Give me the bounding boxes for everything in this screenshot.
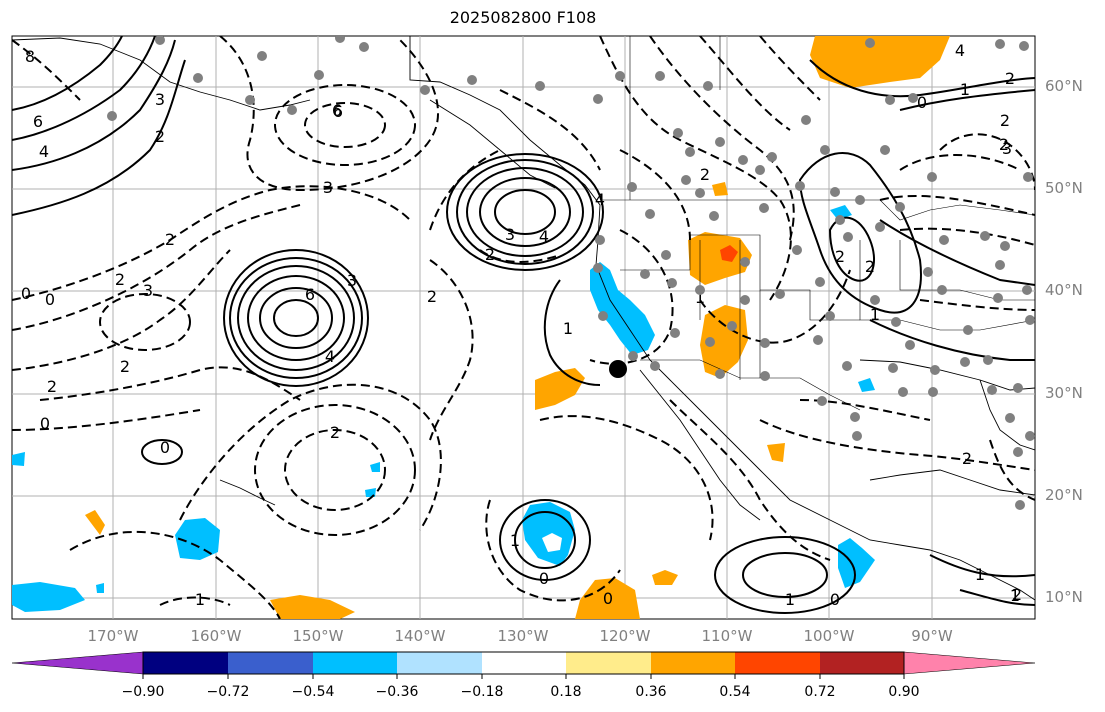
contour-label: 3 bbox=[143, 281, 153, 300]
contour-label: 6 bbox=[333, 102, 343, 121]
contour-label: 2 bbox=[120, 357, 130, 376]
contour-label: 2 bbox=[1005, 69, 1015, 88]
contour-label: 3 bbox=[347, 271, 357, 290]
location-marker bbox=[609, 360, 627, 378]
colorbar-tick-label: 0.90 bbox=[888, 684, 920, 700]
chart-title: 2025082800 F108 bbox=[449, 8, 597, 27]
contour-label: 3 bbox=[505, 225, 515, 244]
contour-label: 1 bbox=[510, 531, 520, 550]
lon-label: 150°W bbox=[292, 627, 344, 645]
contour-label: 2 bbox=[115, 270, 125, 289]
lon-label: 110°W bbox=[701, 627, 753, 645]
contour-label: 6 bbox=[305, 285, 315, 304]
solid-contours bbox=[12, 36, 1035, 614]
contour-label: 0 bbox=[539, 569, 549, 588]
shading-orange bbox=[85, 36, 950, 619]
lat-label: 20°N bbox=[1045, 486, 1083, 504]
contour-label: 4 bbox=[955, 41, 965, 60]
contour-label: 0 bbox=[21, 284, 31, 303]
colorbar-tick-label: 0.54 bbox=[719, 684, 751, 700]
contour-label: 1 bbox=[960, 80, 970, 99]
contour-label: 3 bbox=[155, 90, 165, 109]
shading-white-inner bbox=[542, 533, 562, 552]
contour-label: 2 bbox=[999, 135, 1009, 154]
borders bbox=[600, 36, 1035, 411]
contour-label: 3 bbox=[323, 178, 333, 197]
contour-label: 2 bbox=[47, 377, 57, 396]
contour-label: 1 bbox=[1010, 586, 1020, 605]
contour-label: 4 bbox=[325, 347, 335, 366]
contour-label: 2 bbox=[155, 127, 165, 146]
station-dots bbox=[107, 36, 1035, 510]
contour-label: 0 bbox=[160, 438, 170, 457]
contour-label: 0 bbox=[603, 589, 613, 608]
lon-label: 90°W bbox=[911, 627, 953, 645]
contour-label: 0 bbox=[45, 290, 55, 309]
colorbar-tick-label: 0.36 bbox=[635, 684, 667, 700]
contour-label: 1 bbox=[785, 590, 795, 609]
lat-label: 30°N bbox=[1045, 384, 1083, 402]
contour-label: 0 bbox=[40, 414, 50, 433]
contour-label: 6 bbox=[33, 112, 43, 131]
contour-label: 2 bbox=[485, 245, 495, 264]
contour-label: 3 bbox=[1002, 139, 1012, 158]
contour-label: 4 bbox=[39, 142, 49, 161]
colorbar-tick-label: 0.18 bbox=[550, 684, 582, 700]
lon-label: 130°W bbox=[497, 627, 549, 645]
colorbar-tick-label: −0.18 bbox=[460, 684, 504, 700]
contour-label: 6 bbox=[332, 101, 342, 120]
contour-label: 2 bbox=[962, 449, 972, 468]
contour-label: 1 bbox=[870, 305, 880, 324]
lat-label: 60°N bbox=[1045, 77, 1083, 95]
contour-label: 2 bbox=[835, 247, 845, 266]
lon-label: 120°W bbox=[599, 627, 651, 645]
colorbar-tick-label: 0.72 bbox=[804, 684, 836, 700]
contour-label: 0 bbox=[830, 590, 840, 609]
contour-label: 1 bbox=[975, 565, 985, 584]
lat-label: 40°N bbox=[1045, 281, 1083, 299]
lon-label: 100°W bbox=[803, 627, 855, 645]
contour-label: 4 bbox=[595, 190, 605, 209]
contour-label: 4 bbox=[539, 227, 549, 246]
contour-label: 1 bbox=[695, 288, 705, 307]
contour-label: 2 bbox=[865, 257, 875, 276]
lat-label: 50°N bbox=[1045, 179, 1083, 197]
contour-label: 1 bbox=[563, 319, 573, 338]
lon-label: 170°W bbox=[87, 627, 139, 645]
colorbar-tick-label: −0.72 bbox=[206, 684, 250, 700]
lon-label: 160°W bbox=[190, 627, 242, 645]
contour-label: 2 bbox=[165, 230, 175, 249]
colorbar-tick-label: −0.54 bbox=[291, 684, 335, 700]
contour-label: 2 bbox=[330, 423, 340, 442]
lat-label: 10°N bbox=[1045, 588, 1083, 606]
contour-label: 2 bbox=[427, 287, 437, 306]
contour-labels: 6 4 3 6 4 3 4 3 6 4 1 1 0 1 0 1 2 2 4 2 … bbox=[21, 41, 1022, 609]
shading-red bbox=[720, 245, 738, 262]
contour-label: 2 bbox=[1000, 111, 1010, 130]
lon-label: 140°W bbox=[394, 627, 446, 645]
contour-label: 2 bbox=[1012, 585, 1022, 604]
contour-label: 2 bbox=[700, 165, 710, 184]
shading-blue bbox=[12, 205, 875, 612]
contour-label: 1 bbox=[195, 590, 205, 609]
contour-label: 8 bbox=[25, 47, 35, 66]
colorbar-tick-label: −0.36 bbox=[375, 684, 419, 700]
colorbar-tick-label: −0.90 bbox=[121, 684, 165, 700]
contour-label: 0 bbox=[917, 93, 927, 112]
